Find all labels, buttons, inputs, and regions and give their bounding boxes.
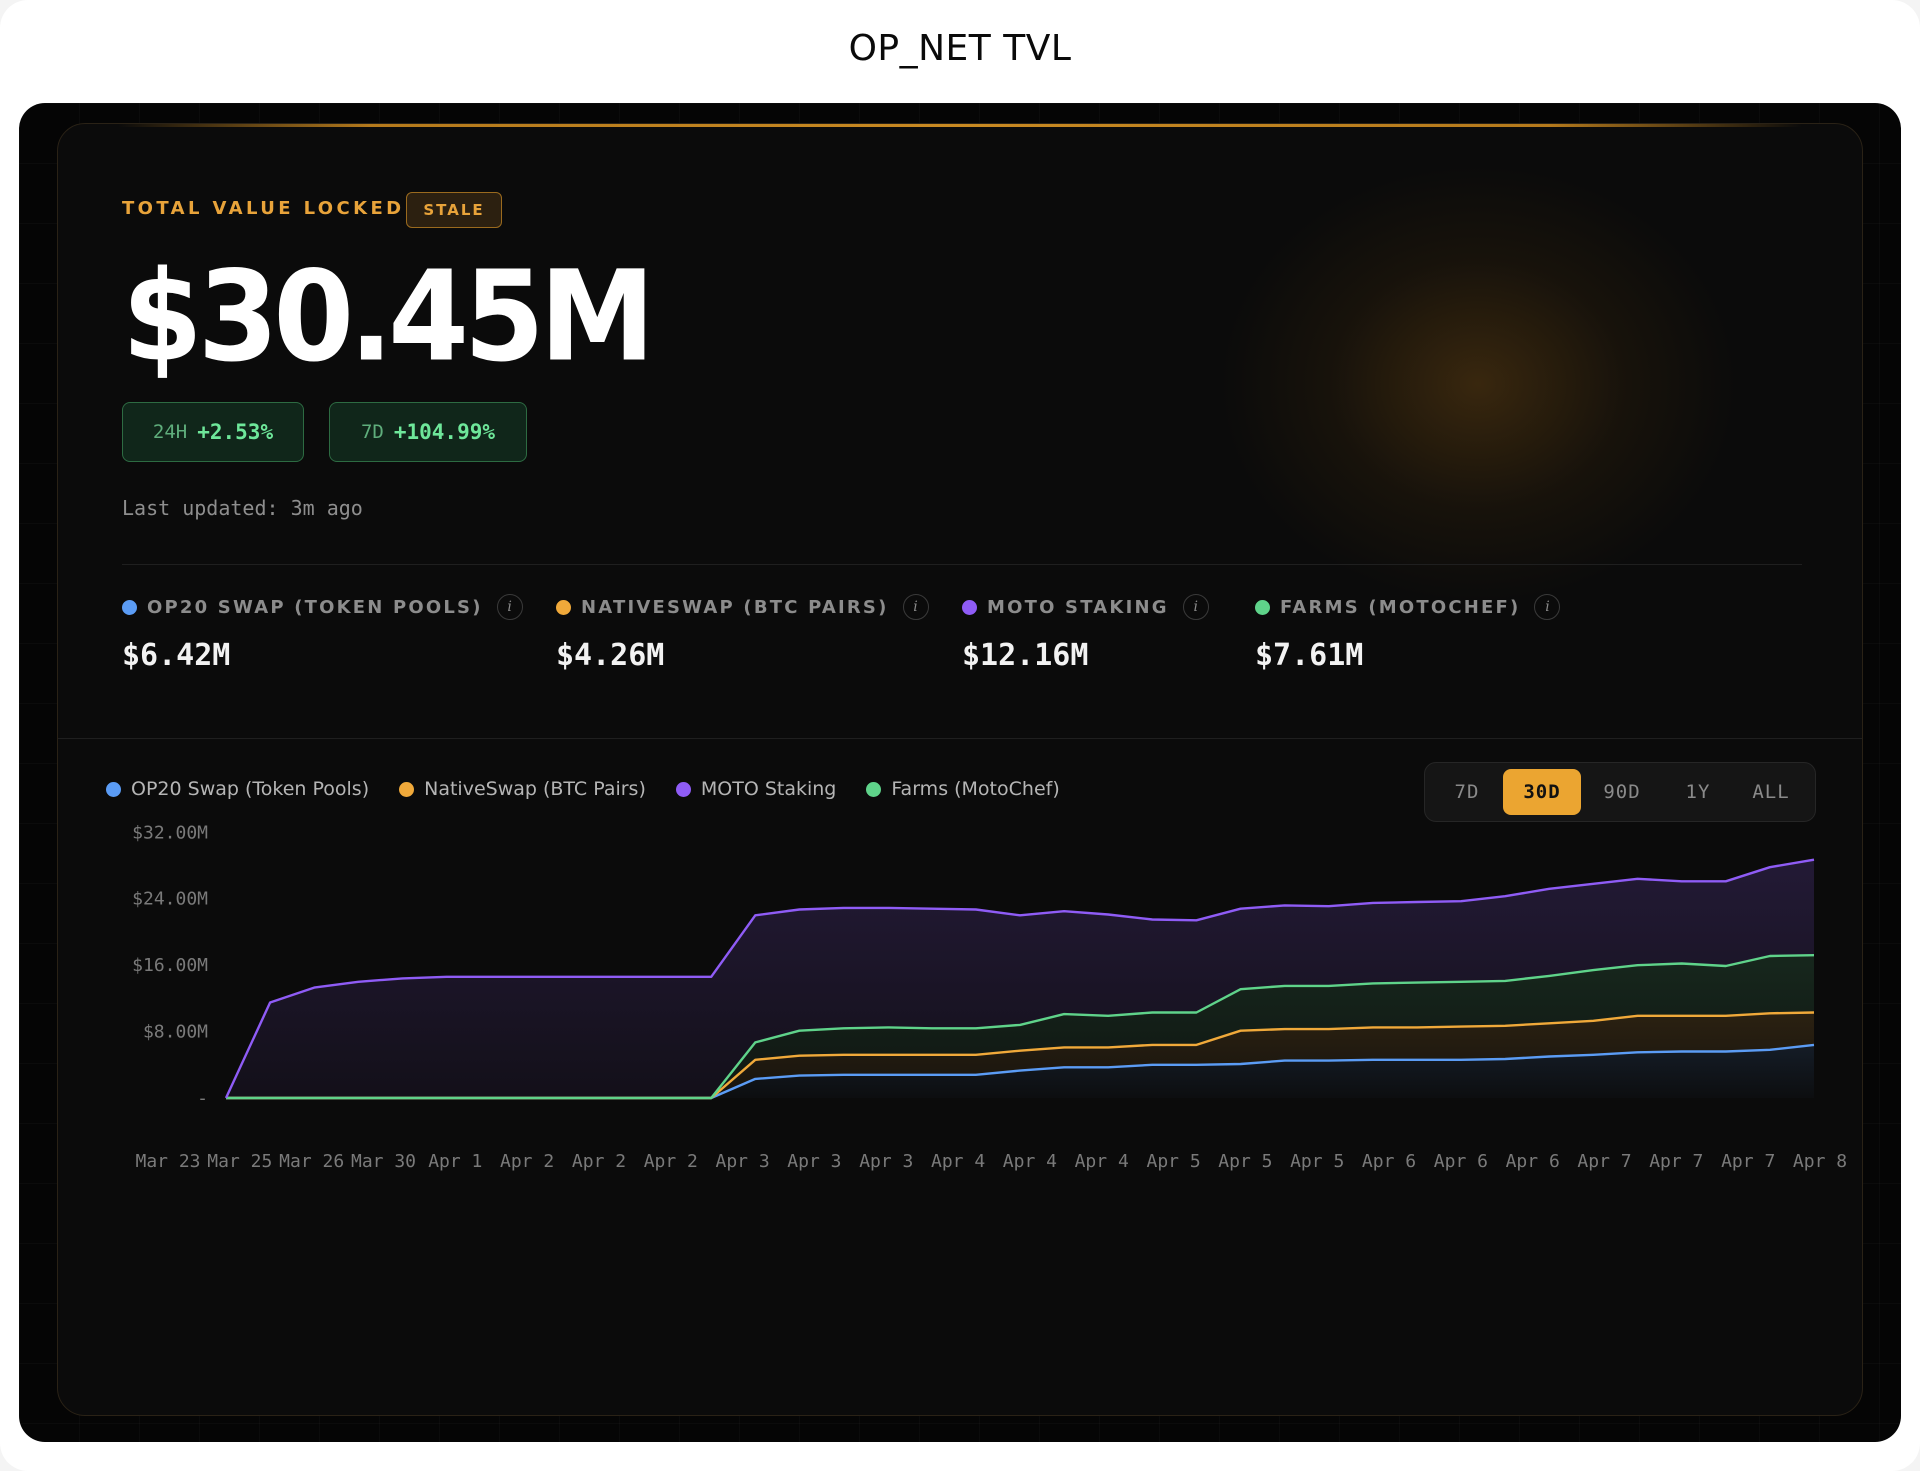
y-axis: - $8.00M $16.00M $24.00M $32.00M xyxy=(132,824,208,1109)
x-tick-label: Apr 3 xyxy=(716,1151,770,1172)
x-tick-label: Apr 7 xyxy=(1721,1151,1775,1172)
stale-badge: STALE xyxy=(406,192,502,228)
y-tick-label: $8.00M xyxy=(143,1022,208,1043)
change-period: 7D xyxy=(360,421,384,443)
stat-value: $4.26M xyxy=(556,638,665,673)
stat-label: NATIVESWAP (BTC PAIRS) xyxy=(581,596,889,618)
op20-swap-dot xyxy=(122,599,137,615)
x-tick-label: Apr 4 xyxy=(1003,1151,1057,1172)
y-tick-label: $24.00M xyxy=(132,889,208,910)
time-range-selector: 7D 30D 90D 1Y ALL xyxy=(1424,762,1816,822)
legend-label: Farms (MotoChef) xyxy=(891,778,1060,800)
tvl-chart: -$8.00M$16.00M$24.00M$32.00M Mar 23 Mar 2… xyxy=(132,824,1847,1172)
farms-dot xyxy=(1255,599,1270,615)
x-tick-label: Apr 4 xyxy=(931,1151,985,1172)
tvl-label: TOTAL VALUE LOCKED xyxy=(122,198,405,219)
range-button-30d[interactable]: 30D xyxy=(1503,769,1581,815)
x-tick-label: Mar 30 xyxy=(351,1151,416,1172)
legend-item[interactable]: OP20 Swap (Token Pools) xyxy=(106,778,369,800)
x-tick-label: Apr 3 xyxy=(787,1151,841,1172)
legend-item[interactable]: MOTO Staking xyxy=(675,778,837,800)
x-tick-label: Mar 23 xyxy=(135,1151,200,1172)
x-tick-label: Apr 8 xyxy=(1793,1151,1847,1172)
legend-item[interactable]: NativeSwap (BTC Pairs) xyxy=(399,778,646,800)
range-button-all[interactable]: ALL xyxy=(1752,781,1790,803)
legend-dot xyxy=(675,781,691,797)
area-nativeswap-btc-pairs- xyxy=(226,1012,1814,1098)
change-pill-24h: 24H +2.53% xyxy=(122,402,304,462)
y-tick-label: - xyxy=(197,1088,208,1109)
info-icon[interactable]: i xyxy=(496,594,523,620)
x-axis: Mar 23 Mar 25 Mar 26 Mar 30 Apr 1 Apr 2 Apr 2 A… xyxy=(135,1151,1847,1172)
chart-legend: OP20 Swap (Token Pools) NativeSwap (BTC … xyxy=(106,778,1060,800)
area-moto-staking xyxy=(226,859,1814,1098)
chart-areas xyxy=(226,859,1814,1098)
series-line-farms-motochef-[interactable] xyxy=(226,954,1815,1100)
legend-label: OP20 Swap (Token Pools) xyxy=(131,778,370,800)
stat-nativeswap: NATIVESWAP (BTC PAIRS) i $4.26M xyxy=(556,594,929,673)
stat-label: FARMS (MOTOCHEF) xyxy=(1280,596,1521,618)
x-tick-label: Apr 5 xyxy=(1218,1151,1272,1172)
stat-farms: FARMS (MOTOCHEF) i $7.61M xyxy=(1255,594,1561,673)
legend-item[interactable]: Farms (MotoChef) xyxy=(866,778,1060,800)
page-title: OP_NET TVL xyxy=(848,28,1072,69)
x-tick-label: Apr 6 xyxy=(1434,1151,1488,1172)
change-period: 24H xyxy=(152,421,188,443)
stat-moto-staking: MOTO STAKING i $12.16M xyxy=(962,594,1209,673)
legend-label: NativeSwap (BTC Pairs) xyxy=(424,778,646,800)
divider xyxy=(58,738,1862,739)
x-tick-label: Apr 7 xyxy=(1649,1151,1703,1172)
tvl-value: $30.45M xyxy=(122,244,655,390)
stat-label: OP20 SWAP (TOKEN POOLS) xyxy=(147,596,483,618)
tvl-card: TOTAL VALUE LOCKED STALE $30.45M 24H +2.… xyxy=(57,123,1863,1416)
x-tick-label: Apr 3 xyxy=(859,1151,913,1172)
legend-dot xyxy=(399,781,415,797)
last-updated: Last updated: 3m ago xyxy=(122,496,363,520)
x-tick-label: Mar 26 xyxy=(279,1151,344,1172)
range-button-1y[interactable]: 1Y xyxy=(1685,781,1711,803)
dashboard-window: TOTAL VALUE LOCKED STALE $30.45M 24H +2.… xyxy=(19,103,1901,1442)
change-pill-7d: 7D +104.99% xyxy=(329,402,527,462)
x-tick-label: Mar 25 xyxy=(207,1151,272,1172)
x-tick-label: Apr 2 xyxy=(572,1151,626,1172)
legend-label: MOTO Staking xyxy=(700,778,837,800)
x-tick-label: Apr 2 xyxy=(644,1151,698,1172)
y-tick-label: $16.00M xyxy=(132,955,208,976)
legend-dot xyxy=(106,781,121,797)
change-percent: +2.53% xyxy=(197,420,274,444)
series-line-moto-staking[interactable] xyxy=(224,858,1815,1099)
stat-value: $12.16M xyxy=(962,638,1089,673)
change-percent: +104.99% xyxy=(393,420,496,444)
stat-label: MOTO STAKING xyxy=(987,596,1169,618)
x-tick-label: Apr 2 xyxy=(500,1151,554,1172)
stat-value: $6.42M xyxy=(122,638,231,673)
x-tick-label: Apr 4 xyxy=(1075,1151,1129,1172)
x-tick-label: Apr 5 xyxy=(1147,1151,1201,1172)
y-tick-label: $32.00M xyxy=(132,824,208,843)
legend-dot xyxy=(866,781,882,797)
x-tick-label: Apr 5 xyxy=(1290,1151,1344,1172)
divider xyxy=(122,564,1802,565)
range-button-7d[interactable]: 7D xyxy=(1454,781,1480,803)
card-accent-line xyxy=(118,124,1802,127)
moto-staking-dot xyxy=(962,599,977,615)
card-glow xyxy=(1218,164,1738,604)
info-icon[interactable]: i xyxy=(1182,594,1209,620)
chart-lines xyxy=(224,858,1815,1100)
stat-value: $7.61M xyxy=(1255,638,1364,673)
area-farms-motochef- xyxy=(226,955,1814,1098)
x-tick-label: Apr 6 xyxy=(1506,1151,1560,1172)
info-icon[interactable]: i xyxy=(1534,594,1561,620)
stat-op20-swap: OP20 SWAP (TOKEN POOLS) i $6.42M xyxy=(122,594,523,673)
range-button-90d[interactable]: 90D xyxy=(1603,781,1641,803)
nativeswap-dot xyxy=(556,599,571,615)
x-tick-label: Apr 7 xyxy=(1577,1151,1631,1172)
x-tick-label: Apr 6 xyxy=(1362,1151,1416,1172)
x-tick-label: Apr 1 xyxy=(428,1151,482,1172)
info-icon[interactable]: i xyxy=(902,594,929,620)
